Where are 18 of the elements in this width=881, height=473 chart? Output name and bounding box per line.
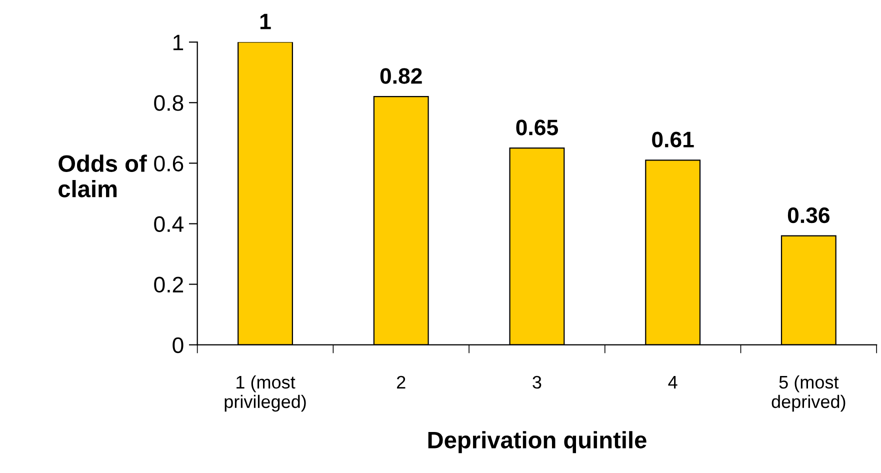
y-tick-label: 0.8: [154, 95, 184, 111]
y-tick-label: 0.2: [154, 276, 184, 293]
y-tick-label: 0.6: [154, 156, 184, 172]
data-label: 1: [260, 14, 271, 30]
y-tick-label: 0.4: [154, 216, 184, 232]
data-label: 0.82: [380, 68, 422, 84]
x-tick-label: 5 (most deprived): [772, 375, 846, 412]
x-tick-label: 1 (most privileged): [224, 375, 306, 412]
y-tick-label: 1: [173, 34, 184, 50]
y-axis-title: Odds of claim: [58, 154, 147, 198]
x-tick-label: 3: [532, 376, 542, 389]
y-tick-label: 0: [172, 337, 184, 354]
data-label: 0.65: [516, 120, 558, 136]
data-label: 0.36: [788, 207, 830, 224]
x-tick-label: 4: [668, 376, 678, 388]
x-tick-label: 2: [397, 376, 406, 388]
x-axis-title: Deprivation quintile: [428, 431, 646, 454]
data-label: 0.61: [652, 132, 694, 148]
